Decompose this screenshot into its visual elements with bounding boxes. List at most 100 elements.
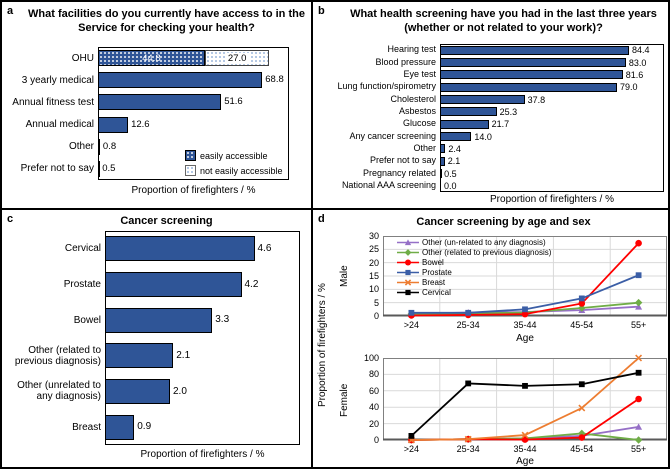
category-label: Breast [72, 421, 101, 433]
category-label: Lung function/spirometry [337, 81, 436, 92]
legend-marker [397, 278, 419, 286]
value-label: 3.3 [215, 314, 230, 326]
dotted-dark-swatch [185, 150, 196, 161]
circle-marker [521, 310, 529, 318]
bar [98, 72, 263, 89]
value-label: 4.6 [257, 242, 272, 254]
x-tick-label: 45-54 [570, 444, 594, 454]
legend-marker [397, 248, 419, 256]
bar [105, 379, 170, 404]
category-label: 3 yearly medical [21, 74, 94, 86]
legend-label: not easily accessible [200, 165, 283, 176]
legend-label: Bowel [422, 257, 444, 267]
bar [440, 95, 525, 104]
bar [105, 236, 255, 262]
triangle-marker [635, 423, 643, 430]
bar [440, 156, 445, 166]
value-label: 79.0 [619, 82, 638, 93]
category-label: Annual fitness test [12, 96, 94, 108]
female-line-chart [383, 354, 667, 444]
value-label: 27.0 [224, 52, 250, 64]
y-tick-label: 25 [368, 244, 379, 255]
category-label: Cervical [64, 243, 101, 255]
square-marker [405, 269, 411, 275]
category-label: Pregnancy related [362, 167, 436, 178]
category-label: Glucose [402, 118, 436, 129]
y-tick-label: 100 [363, 353, 379, 363]
bar [440, 82, 617, 92]
female-xaxis-label: Age [516, 456, 534, 467]
category-label: Prostate [63, 278, 101, 290]
category-label: Any cancer screening [349, 130, 436, 141]
value-label: 2.0 [173, 385, 187, 397]
legend-label: Prostate [422, 267, 452, 277]
category-label: Other (unrelated to any diagnosis) [17, 380, 101, 403]
panel-d-title: Cancer screening by age and sex [416, 216, 591, 228]
legend-item: not easily accessible [185, 163, 283, 178]
legend-item: Prostate [397, 267, 551, 277]
panel-a-legend: easily accessible not easily accessible [185, 148, 283, 178]
legend-item: Bowel [397, 257, 551, 267]
panel-d-yaxis-label: Proportion of firefighters / % [317, 283, 328, 407]
y-tick-label: 15 [368, 271, 379, 281]
y-tick-label: 20 [368, 418, 379, 429]
square-marker [522, 306, 528, 313]
category-label: National AAA screening [341, 179, 436, 190]
bar [105, 414, 135, 440]
x-tick-label: 35-44 [513, 320, 537, 330]
triangle-marker [404, 238, 412, 245]
bar [440, 107, 497, 117]
category-label: Other [68, 141, 94, 153]
male-plot-svg [383, 236, 667, 319]
category-label: Cholesterol [390, 93, 436, 104]
y-tick-label: 40 [368, 402, 379, 413]
square-marker [578, 295, 585, 302]
category-label: Bowel [73, 314, 101, 326]
panel-c-plot-box [105, 231, 300, 445]
panel-a: a What facilities do you currently have … [2, 2, 311, 208]
horizontal-divider [2, 208, 668, 210]
panel-c-xaxis-label: Proportion of firefighters / % [140, 449, 265, 460]
diamond-marker [634, 298, 643, 307]
bar [105, 307, 213, 333]
x-tick-label: 55+ [630, 444, 647, 454]
legend-item: Breast [397, 277, 551, 287]
circle-marker [405, 259, 411, 265]
value-label: 0.8 [102, 140, 117, 152]
value-label: 0.5 [102, 162, 116, 174]
legend-label: Breast [422, 277, 446, 287]
value-label: 83.0 [628, 57, 647, 68]
x-marker [521, 431, 529, 439]
square-marker [635, 369, 642, 376]
legend-label: Cervical [422, 287, 451, 297]
circle-marker [578, 300, 586, 307]
bar [440, 132, 472, 141]
bar [98, 160, 100, 177]
circle-marker [635, 395, 642, 403]
legend-label: easily accessible [200, 150, 268, 161]
value-label: 4.2 [244, 278, 259, 290]
y-tick-label: 30 [368, 231, 379, 241]
series-line [411, 357, 640, 441]
panel-a-title: What facilities do you currently have ac… [28, 8, 305, 34]
panel-b-label: b [318, 5, 325, 17]
value-label: 51.6 [224, 96, 243, 108]
value-label: 2.1 [176, 349, 191, 361]
category-label: Prefer not to say [369, 155, 436, 166]
bar [98, 138, 100, 155]
bar [98, 116, 129, 133]
bar-segment-easily-accessible: 44.8 [98, 50, 205, 67]
category-label: Other [413, 142, 436, 153]
value-label: 14.0 [474, 131, 492, 142]
x-marker [464, 435, 472, 443]
category-label: Prefer not to say [20, 163, 94, 175]
value-label: 21.7 [491, 119, 510, 130]
value-label: 12.6 [131, 118, 150, 130]
vertical-divider [311, 2, 313, 467]
bar-segment-not-easily-accessible: 27.0 [204, 50, 270, 67]
panel-b-xaxis-label: Proportion of firefighters / % [490, 194, 614, 205]
category-label: Asbestos [398, 105, 436, 116]
bar [440, 58, 626, 67]
value-label: 2.4 [448, 143, 461, 154]
panel-b: b What health screening have you had in … [313, 2, 668, 208]
